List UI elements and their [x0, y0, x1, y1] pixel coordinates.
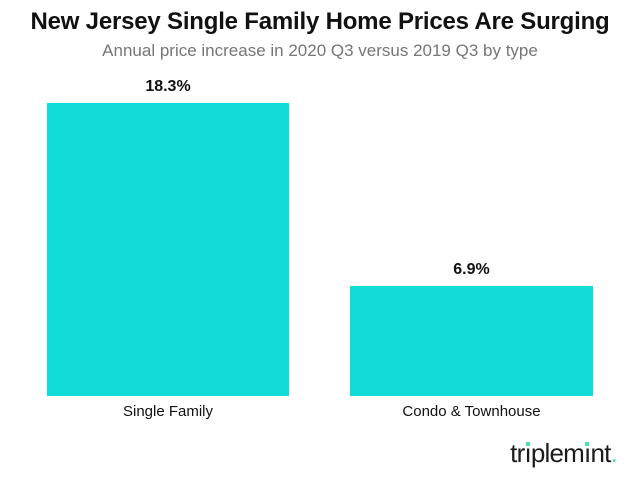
chart-subtitle: Annual price increase in 2020 Q3 versus … — [102, 41, 538, 60]
bar-value-label: 18.3% — [145, 78, 191, 95]
bar-group-single-family: 18.3% — [47, 78, 289, 396]
logo-mint-period: . — [610, 438, 618, 468]
logo-text-segment: plem — [530, 438, 585, 468]
category-label-condo-townhouse: Condo & Townhouse — [402, 403, 541, 420]
logo-text-segment: nt — [590, 438, 611, 468]
bar-group-condo-townhouse: 6.9% — [350, 261, 593, 396]
category-label-single-family: Single Family — [122, 403, 214, 420]
triplemint-logo: tr ıplem ınt. — [510, 438, 618, 468]
chart-title: New Jersey Single Family Home Prices Are… — [30, 8, 610, 35]
mint-dot-icon — [525, 442, 530, 446]
chart-plot-area: 18.3% 6.9% — [0, 70, 640, 396]
mint-dot-icon — [585, 442, 590, 446]
logo-i-mint-dot: ı — [584, 438, 591, 468]
logo-i-mint-dot: ı — [524, 438, 531, 468]
bar-single-family — [47, 103, 289, 396]
bar-value-label: 6.9% — [453, 261, 490, 278]
bar-condo-townhouse — [350, 286, 593, 396]
logo-text-segment: tr — [510, 438, 525, 468]
